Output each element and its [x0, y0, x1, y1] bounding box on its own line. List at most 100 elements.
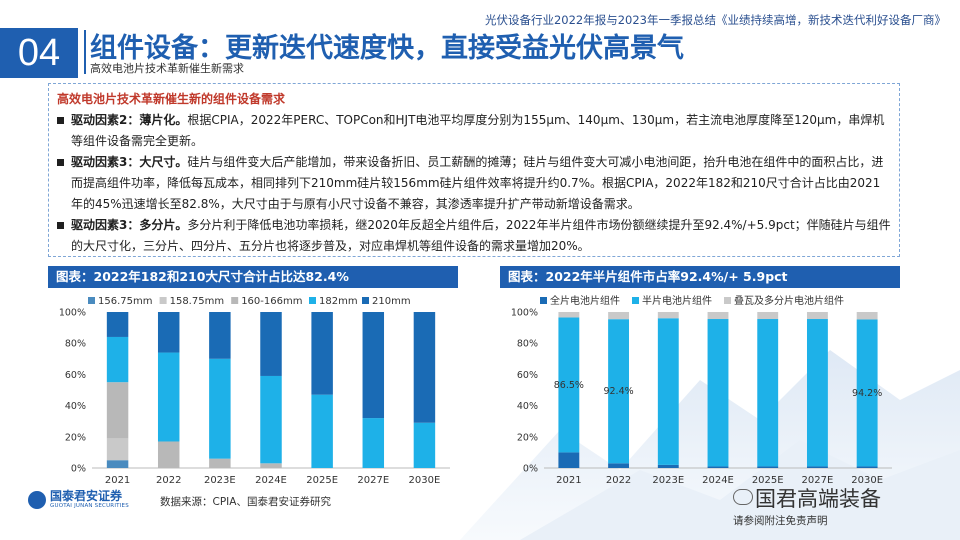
legend-label: 158.75mm [170, 296, 224, 307]
left-chart-header: 图表：2022年182和210大尺寸合计占比达82.4% [48, 266, 458, 288]
bar-segment [157, 312, 180, 353]
bullet-square-icon [57, 159, 64, 166]
bullet-body: 多分片利于降低电池功率损耗，继2020年反超全片组件后，2022年半片组件市场份… [71, 218, 891, 253]
bar-segment [806, 312, 828, 320]
legend-swatch [540, 297, 547, 304]
bullet-body: 硅片与组件变大后产能增加，带来设备折旧、员工薪酬的摊薄；硅片与组件变大可减小电池… [71, 155, 884, 211]
bullet-lead: 驱动因素3：大尺寸。 [71, 155, 188, 169]
x-tick-label: 2021 [556, 475, 581, 486]
bar-segment [106, 438, 129, 461]
bullet-square-icon [57, 117, 64, 124]
x-tick-label: 2022 [606, 475, 631, 486]
data-label: 86.5% [554, 380, 584, 391]
bar-segment [707, 312, 729, 320]
key-points-title: 高效电池片技术革新催生新的组件设备需求 [57, 92, 286, 106]
bar-segment [106, 312, 129, 337]
x-tick-label: 2021 [105, 475, 130, 486]
legend-label: 全片电池片组件 [550, 294, 620, 307]
logo-text: 国泰君安证券 [50, 489, 123, 503]
legend-swatch [231, 297, 239, 304]
bar-segment [362, 418, 385, 468]
bar-segment [558, 317, 580, 453]
x-tick-label: 2024E [702, 475, 734, 486]
bar-segment [209, 458, 231, 468]
x-tick-label: 2030E [409, 475, 441, 486]
bar-segment [209, 358, 231, 459]
y-tick-label: 40% [517, 401, 538, 412]
bar-segment [757, 319, 779, 467]
legend-swatch [159, 297, 167, 304]
bar-segment [106, 336, 129, 383]
y-tick-label: 60% [517, 370, 538, 381]
bar-segment [413, 422, 436, 468]
legend-label: 160-166mm [241, 296, 302, 307]
bullet-lead: 驱动因素3：多分片。 [71, 218, 188, 232]
bullet-item: 驱动因素3：多分片。多分片利于降低电池功率损耗，继2020年反超全片组件后，20… [57, 215, 891, 257]
bar-segment [856, 319, 878, 467]
section-number: 04 [0, 28, 78, 78]
legend-label: 叠瓦及多分片电池片组件 [734, 294, 844, 307]
right-chart-header: 图表：2022年半片组件市占率92.4%/+ 5.9pct [500, 266, 900, 288]
legend-swatch [362, 297, 369, 304]
bar-segment [757, 312, 779, 320]
wechat-icon [733, 489, 753, 505]
y-tick-label: 80% [65, 339, 86, 350]
bar-segment [707, 319, 729, 467]
x-tick-label: 2025E [306, 475, 338, 486]
cell-cut-stacked-bar-chart: 全片电池片组件 半片电池片组件 叠瓦及多分片电池片组件 0% 20% 40% 60% 80% 1… [511, 294, 892, 486]
y-tick-label: 100% [511, 308, 538, 319]
x-tick-label: 2022 [156, 475, 181, 486]
bar-segment [806, 319, 828, 467]
legend-swatch [724, 297, 731, 304]
legend-label: 182mm [319, 296, 358, 307]
logo-subtext: GUOTAI JUNAN SECURITIES [50, 503, 129, 509]
page-title: 组件设备：更新迭代速度快，直接受益光伏高景气 [90, 33, 684, 64]
x-tick-label: 2024E [255, 475, 287, 486]
bar-segment [558, 452, 580, 468]
bullet-item: 驱动因素3：大尺寸。硅片与组件变大后产能增加，带来设备折旧、员工薪酬的摊薄；硅片… [57, 152, 891, 215]
bar-segment [362, 312, 385, 419]
bar-segment [657, 464, 679, 468]
bar-segment [856, 466, 878, 468]
x-tick-label: 2030E [851, 475, 883, 486]
bar-segment [413, 312, 436, 423]
x-tick-label: 2025E [752, 475, 784, 486]
x-tick-label: 2023E [652, 475, 684, 486]
disclaimer-note: 请参阅附注免责声明 [733, 515, 828, 527]
bullet-item: 驱动因素2：薄片化。根据CPIA，2022年PERC、TOPCon和HJT电池平… [57, 110, 891, 152]
y-tick-label: 80% [517, 339, 538, 350]
bar-segment [806, 466, 828, 468]
bar-segment [657, 318, 679, 465]
bar-segment [311, 394, 333, 468]
logo-mark-icon [28, 490, 46, 509]
x-tick-label: 2023E [204, 475, 236, 486]
data-label: 92.4% [603, 386, 633, 397]
y-tick-label: 0% [71, 464, 86, 475]
y-tick-label: 20% [65, 432, 86, 443]
data-source: 数据来源：CPIA、国泰君安证券研究 [160, 496, 331, 508]
y-tick-label: 40% [65, 401, 86, 412]
legend-label: 半片电池片组件 [642, 294, 712, 307]
watermark-text: 国君高端装备 [755, 487, 881, 511]
bar-segment [260, 463, 282, 468]
bar-segment [106, 382, 129, 439]
key-points-box: 高效电池片技术革新催生新的组件设备需求 驱动因素2：薄片化。根据CPIA，202… [48, 83, 900, 257]
bar-segment [260, 312, 282, 376]
legend-label: 210mm [372, 296, 411, 307]
bar-segment [608, 312, 630, 320]
bullet-lead: 驱动因素2：薄片化。 [71, 113, 188, 127]
title-divider [84, 30, 86, 74]
bar-segment [209, 312, 231, 359]
data-label: 94.2% [852, 388, 882, 399]
bar-segment [856, 312, 878, 320]
bar-segment [757, 466, 779, 468]
page-subtitle: 高效电池片技术革新催生新需求 [90, 62, 244, 75]
bar-segment [157, 441, 180, 468]
report-title: 光伏设备行业2022年报与2023年一季报总结《业绩持续高增，新技术迭代利好设备… [484, 13, 946, 27]
y-tick-label: 100% [59, 308, 86, 319]
bar-segment [106, 460, 129, 468]
bar-segment [260, 375, 282, 464]
bullet-square-icon [57, 222, 64, 229]
legend-swatch [88, 297, 95, 304]
bar-segment [157, 352, 180, 442]
